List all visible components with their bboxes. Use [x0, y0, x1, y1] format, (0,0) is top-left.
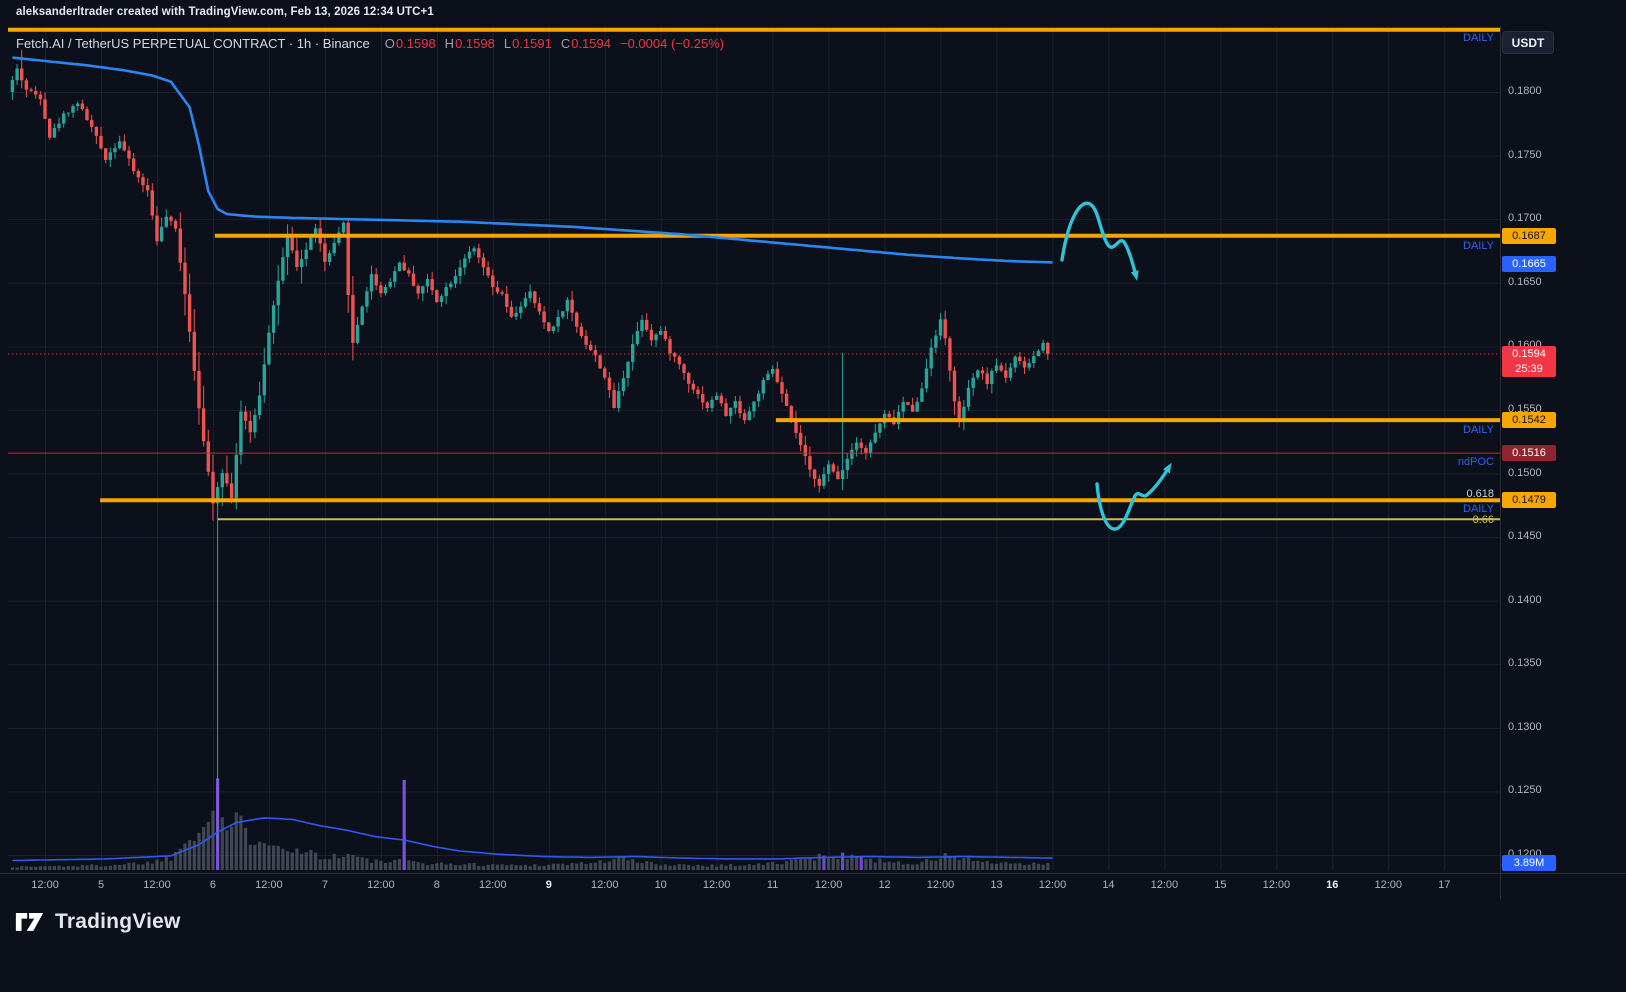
price-badge-0.1687: 0.1687	[1502, 227, 1556, 244]
time-tick-label: 15	[1214, 879, 1227, 891]
grid-lines	[8, 26, 1500, 870]
time-tick-label: 11	[766, 879, 779, 891]
time-tick-label: 10	[654, 879, 667, 891]
time-tick-label: 12:00	[814, 879, 843, 891]
tradingview-logo-icon	[15, 913, 44, 931]
time-tick-label: 12:00	[479, 879, 507, 891]
ohlc-change-value: −0.0004 (−0.25%)	[619, 36, 725, 51]
time-tick-label: 12	[878, 879, 891, 891]
level-label-daily: DAILY	[1463, 503, 1494, 515]
time-tick-label: 6	[209, 879, 216, 891]
price-tick-label: 0.1800	[1508, 85, 1542, 97]
axis-separators	[0, 26, 1626, 899]
time-tick-label: 12:00	[590, 879, 619, 891]
time-tick-label: 12:00	[31, 879, 59, 891]
daily-ma-line	[12, 56, 1053, 264]
tradingview-logo[interactable]: TradingView	[14, 908, 181, 935]
time-tick-label: 16	[1326, 879, 1339, 891]
time-tick-label: 12:00	[367, 879, 395, 891]
ohlc-open-label: O	[384, 36, 395, 51]
watermark: aleksanderltrader created with TradingVi…	[16, 6, 434, 18]
price-tick-label: 0.1300	[1508, 720, 1542, 733]
time-tick-label: 12:00	[1150, 879, 1179, 891]
price-tick-label: 0.1550	[1508, 402, 1542, 415]
time-tick-label: 8	[433, 879, 440, 891]
time-tick-label: 17	[1438, 879, 1451, 891]
price-tick-label: 0.1250	[1508, 784, 1542, 797]
level-label-daily: DAILY	[1463, 32, 1494, 44]
price-tick-label: 0.1350	[1508, 657, 1542, 670]
ohlc-high-value: 0.1598	[455, 36, 495, 51]
time-tick-label: 12:00	[1262, 879, 1291, 891]
symbol-title[interactable]: Fetch.AI / TetherUS PERPETUAL CONTRACT ·…	[16, 36, 370, 51]
price-badge-0.1665: 0.1665	[1502, 255, 1556, 272]
price-tick-label: 0.1700	[1508, 212, 1542, 225]
symbol-bar: Fetch.AI / TetherUS PERPETUAL CONTRACT ·…	[16, 36, 724, 51]
time-tick-label: 9	[545, 879, 552, 891]
time-tick-label: 12:00	[255, 879, 283, 891]
level-label-daily: DAILY	[1463, 240, 1494, 252]
price-badge-0.1594: 0.1594 25:39	[1502, 345, 1556, 377]
price-tick-label: 0.1500	[1508, 466, 1542, 479]
price-badge-0.1516: 0.1516	[1502, 445, 1556, 462]
price-tick-label: 0.1450	[1508, 530, 1542, 543]
price-tick-label: 0.1400	[1508, 593, 1542, 606]
price-badge-0.1542: 0.1542	[1502, 412, 1556, 429]
time-tick-label: 12:00	[926, 879, 955, 891]
time-tick-label: 7	[321, 879, 328, 891]
level-label-0.618: 0.618	[1466, 488, 1494, 500]
price-levels	[8, 27, 1500, 521]
candles	[10, 50, 1050, 852]
level-label-0.66: 0.66	[1472, 514, 1494, 526]
volume-ma-line	[12, 817, 1053, 862]
time-tick-label: 13	[990, 879, 1003, 891]
ohlc-close-label: C	[560, 36, 571, 51]
ohlc-high-label: H	[444, 36, 455, 51]
time-tick-label: 14	[1102, 879, 1115, 891]
level-label-ndpoc: ndPOC	[1457, 456, 1494, 468]
time-tick-label: 12:00	[1374, 879, 1403, 891]
drawing-rejection-arrow-down[interactable]	[1060, 201, 1139, 281]
candle-countdown: 25:39	[1515, 362, 1543, 375]
ohlc-low-value: 0.1591	[512, 36, 552, 51]
drawing-bounce-arrow-up[interactable]	[1095, 462, 1172, 531]
ohlc-low-label: L	[503, 36, 512, 51]
time-tick-label: 5	[97, 879, 105, 891]
tradingview-logo-text: TradingView	[55, 909, 181, 933]
price-badge-0.1479: 0.1479	[1502, 492, 1556, 509]
price-tick-label: 0.1650	[1508, 275, 1542, 288]
ohlc-close-value: 0.1594	[571, 36, 611, 51]
ohlc-values: O0.1598 H0.1598 L0.1591 C0.1594 −0.0004 (−0.…	[376, 36, 724, 51]
ohlc-open-value: 0.1598	[395, 36, 436, 51]
time-tick-label: 12:00	[143, 879, 171, 891]
time-tick-label: 12:00	[702, 879, 731, 891]
time-axis[interactable]: 12:00 5 12:00 6 12:00 7 12:00 8 12:00 9 12:00 10 12:…	[0, 873, 1500, 899]
price-badge-3.89m: 3.89M	[1502, 855, 1556, 871]
level-label-daily: DAILY	[1463, 424, 1494, 436]
currency-toggle-button[interactable]: USDT	[1502, 31, 1554, 54]
time-tick-label: 12:00	[1038, 879, 1067, 891]
price-tick-label: 0.1750	[1508, 148, 1542, 161]
